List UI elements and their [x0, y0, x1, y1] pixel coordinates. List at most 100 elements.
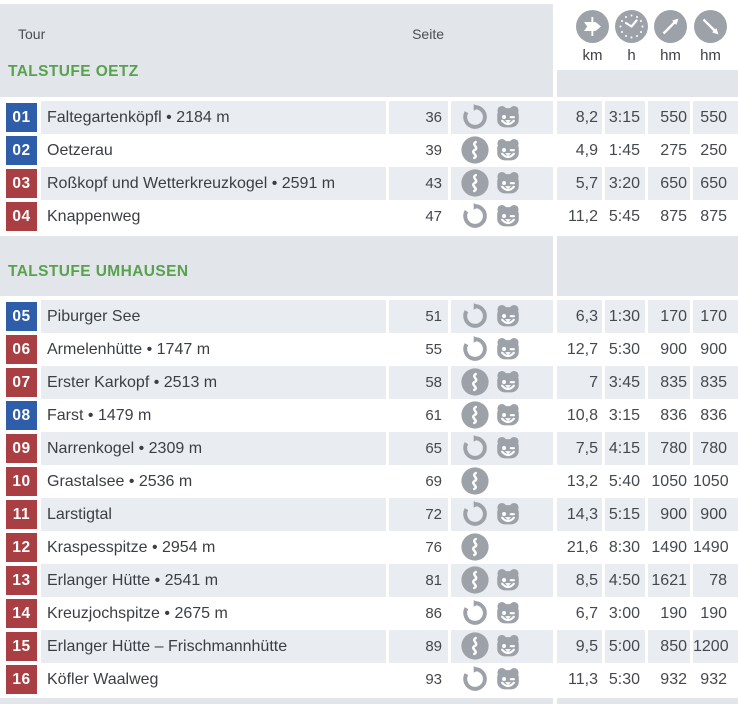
distance-km-value: 11,3 [568, 671, 598, 688]
duration-value: 5:45 [608, 208, 640, 225]
tour-number-badge: 06 [6, 335, 37, 364]
tour-number-badge: 08 [6, 401, 37, 430]
distance-km-value: 5,7 [557, 167, 602, 200]
ascent-value: 170 [648, 300, 690, 333]
tour-number: 16 [12, 671, 31, 688]
table-row: 16 Köfler Waalweg 93 11,3 5:30 932 932 [0, 663, 738, 696]
descent-value: 650 [693, 167, 738, 200]
table-row: 02 Oetzerau 39 4,9 1:45 275 250 [0, 134, 738, 167]
tour-attribute-icons [451, 432, 553, 465]
descent-value: 550 [693, 101, 738, 134]
family-bear-icon [497, 171, 519, 194]
descent-value: 78 [693, 564, 738, 597]
table-row: 07 Erster Karkopf • 2513 m 58 7 3:45 835… [0, 366, 738, 399]
page-number: 55 [425, 341, 442, 358]
table-row: 14 Kreuzjochspitze • 2675 m 86 6,7 3:00 … [0, 597, 738, 630]
tour-name: Oetzerau [47, 142, 113, 159]
ascent-value: 900 [660, 341, 687, 358]
tour-attribute-icons [451, 597, 553, 630]
duration-value: 5:30 [608, 671, 640, 688]
distance-km-value: 12,7 [566, 341, 598, 358]
tour-attribute-icons [451, 200, 553, 233]
linear-route-icon [461, 533, 489, 561]
page-number: 61 [425, 407, 442, 424]
family-bear-icon [497, 502, 519, 525]
family-bear-icon [497, 667, 519, 690]
family-bear-icon [497, 105, 519, 128]
linear-route-icon [461, 401, 489, 429]
tour-number: 14 [12, 605, 31, 622]
distance-km-value: 10,8 [566, 407, 598, 424]
tour-attribute-icons [451, 167, 553, 200]
tour-number: 05 [12, 308, 31, 325]
ascent-value: 932 [660, 671, 687, 688]
page-number: 65 [389, 432, 448, 465]
descent-value: 932 [700, 671, 727, 688]
section-header: TALSTUFE UMHAUSEN [0, 233, 738, 300]
distance-km-value: 7 [557, 366, 602, 399]
tour-attribute-icons [451, 366, 553, 399]
ascent-value: 190 [660, 605, 687, 622]
tour-number: 09 [12, 440, 31, 457]
descent-value: 900 [693, 498, 738, 531]
tour-number-badge: 05 [6, 302, 37, 331]
duration-value: 8:30 [608, 539, 640, 556]
sections-container: TALSTUFE OETZ 01 Faltegartenköpfl • 2184… [0, 60, 738, 696]
tour-number: 13 [12, 572, 31, 589]
tour-number-badge: 14 [6, 599, 37, 628]
tour-name: Armelenhütte • 1747 m [47, 341, 211, 358]
descent-value: 1200 [693, 630, 738, 663]
tour-name: Erster Karkopf • 2513 m [41, 366, 386, 399]
ascent-value: 850 [648, 630, 690, 663]
ascent-value: 1621 [648, 564, 690, 597]
table-row: 03 Roßkopf und Wetterkreuzkogel • 2591 m… [0, 167, 738, 200]
family-bear-icon [497, 138, 519, 161]
km-column-label: km [582, 47, 603, 64]
ascent-value: 780 [648, 432, 690, 465]
distance-km-value: 13,2 [566, 473, 598, 490]
duration-value: 3:15 [608, 407, 640, 424]
linear-route-icon [461, 632, 489, 660]
duration-value: 3:00 [608, 605, 640, 622]
distance-km-value: 7,5 [557, 432, 602, 465]
page-number: 58 [389, 366, 448, 399]
ascent-value: 1490 [651, 539, 687, 556]
roundtrip-route-icon [463, 666, 487, 691]
duration-value: 4:15 [605, 432, 645, 465]
duration-value: 3:20 [605, 167, 645, 200]
tour-attribute-icons [451, 399, 553, 432]
tour-number-badge: 16 [6, 665, 37, 694]
hours-column-label: h [627, 47, 636, 64]
descent-value: 836 [700, 407, 727, 424]
family-bear-icon [497, 304, 519, 327]
tour-number-badge: 10 [6, 467, 37, 496]
linear-route-icon [461, 467, 489, 495]
roundtrip-route-icon [463, 600, 487, 625]
tour-attribute-icons [451, 498, 553, 531]
page-number: 81 [389, 564, 448, 597]
ascent-value: 1050 [651, 473, 687, 490]
descent-value: 835 [693, 366, 738, 399]
descent-value: 170 [693, 300, 738, 333]
tour-attribute-icons [451, 333, 553, 366]
signpost-icon [576, 10, 609, 43]
page-number: 36 [389, 101, 448, 134]
tour-number-badge: 11 [6, 500, 37, 529]
tour-name: Grastalsee • 2536 m [47, 473, 193, 490]
section-title: TALSTUFE UMHAUSEN [8, 263, 189, 280]
descent-value: 190 [700, 605, 727, 622]
roundtrip-route-icon [463, 336, 487, 361]
ascent-value: 836 [660, 407, 687, 424]
family-bear-icon [497, 370, 519, 393]
distance-km-value: 8,5 [557, 564, 602, 597]
distance-km-value: 6,3 [557, 300, 602, 333]
tour-number-badge: 02 [6, 136, 37, 165]
tour-number-badge: 04 [6, 202, 37, 231]
page-number: 93 [425, 671, 442, 688]
table-row: 10 Grastalsee • 2536 m 69 13,2 5:40 1050… [0, 465, 738, 498]
tour-number-badge: 03 [6, 169, 37, 198]
family-bear-icon [497, 204, 519, 227]
roundtrip-route-icon [463, 303, 487, 328]
table-row: 11 Larstigtal 72 14,3 5:15 900 900 [0, 498, 738, 531]
